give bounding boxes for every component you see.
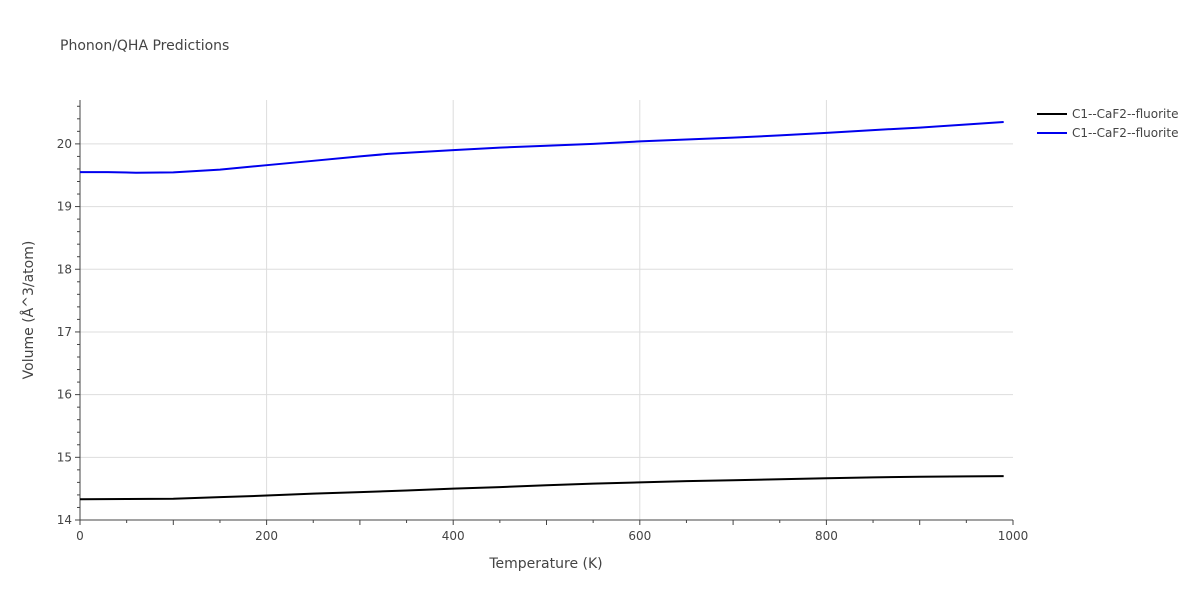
x-axis-title: Temperature (K) xyxy=(488,556,602,572)
series-line-2 xyxy=(80,120,1004,174)
x-tick-label: 400 xyxy=(442,529,465,543)
x-tick-label: 1000 xyxy=(998,529,1029,543)
y-tick-label: 14 xyxy=(57,513,72,527)
y-tick-label: 17 xyxy=(57,325,72,339)
y-tick-label: 20 xyxy=(57,137,72,151)
x-tick-label: 600 xyxy=(628,529,651,543)
y-axis-title: Volume (Å^3/atom) xyxy=(20,241,37,380)
series-group xyxy=(79,120,1004,501)
y-tick-label: 16 xyxy=(57,388,72,402)
grid xyxy=(80,100,1013,520)
legend: C1--CaF2--fluorite C1--CaF2--fluorite xyxy=(1037,107,1178,140)
series-line-1 xyxy=(79,475,1004,501)
y-tick-label: 15 xyxy=(57,450,72,464)
y-tick-label: 18 xyxy=(57,262,72,276)
axes: 0 200 400 600 800 1000 14 15 16 17 18 19 20 xyxy=(57,100,1029,543)
x-tick-label: 0 xyxy=(76,529,84,543)
y-tick-label: 19 xyxy=(57,200,72,214)
x-tick-label: 200 xyxy=(255,529,278,543)
legend-label: C1--CaF2--fluorite xyxy=(1072,126,1178,140)
legend-label: C1--CaF2--fluorite xyxy=(1072,107,1178,121)
chart-title: Phonon/QHA Predictions xyxy=(60,38,229,54)
x-tick-label: 800 xyxy=(815,529,838,543)
